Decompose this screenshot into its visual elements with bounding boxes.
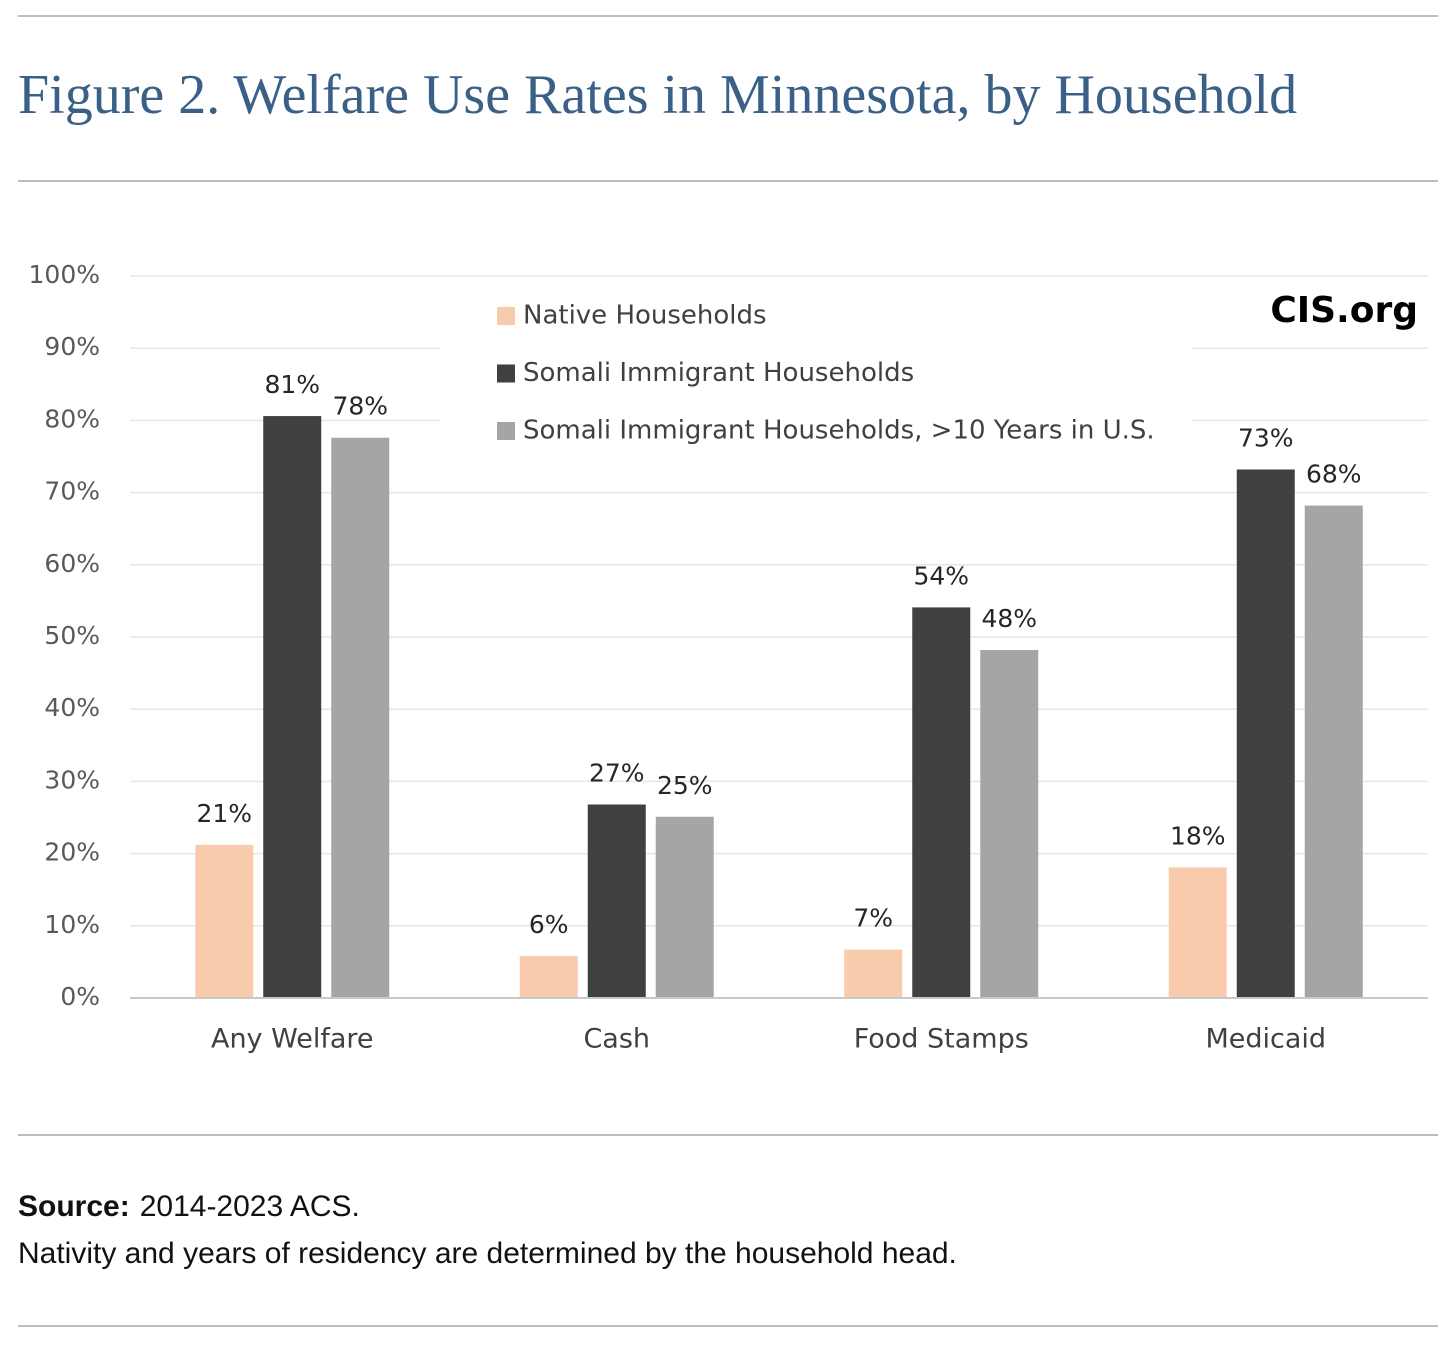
legend-label: Somali Immigrant Households bbox=[523, 358, 914, 388]
value-label: 18% bbox=[1170, 821, 1226, 850]
source-label: Source: bbox=[18, 1190, 130, 1223]
note: Nativity and years of residency are dete… bbox=[18, 1237, 957, 1270]
y-tick-label: 60% bbox=[44, 549, 100, 578]
value-label: 73% bbox=[1238, 423, 1294, 452]
legend-label: Native Households bbox=[523, 301, 767, 331]
legend-label: Somali Immigrant Households, >10 Years i… bbox=[523, 416, 1155, 446]
value-label: 7% bbox=[853, 904, 893, 933]
x-tick-label: Any Welfare bbox=[211, 1024, 374, 1055]
value-label: 48% bbox=[981, 604, 1037, 633]
value-label: 25% bbox=[657, 771, 713, 800]
value-label: 6% bbox=[529, 910, 569, 939]
y-tick-label: 50% bbox=[44, 621, 100, 650]
value-label: 68% bbox=[1306, 460, 1362, 489]
y-tick-label: 40% bbox=[44, 693, 100, 722]
source: Source: 2014-2023 ACS. bbox=[18, 1190, 360, 1223]
value-label: 54% bbox=[913, 561, 969, 590]
bar bbox=[195, 844, 254, 998]
bar bbox=[1304, 505, 1363, 998]
bar bbox=[331, 437, 390, 998]
bar bbox=[1236, 469, 1295, 999]
source-text: 2014-2023 ACS. bbox=[140, 1190, 360, 1223]
bar bbox=[519, 956, 578, 998]
plot: 0% 10% 20% 30% 40% 50% 60% 70% 80% 90% 100% CIS.org… bbox=[29, 260, 1428, 1055]
value-label: 27% bbox=[589, 759, 645, 788]
bar bbox=[912, 607, 971, 998]
y-tick-label: 30% bbox=[44, 765, 100, 794]
legend-background bbox=[440, 290, 1192, 455]
chart-title: Figure 2. Welfare Use Rates in Minnesota… bbox=[18, 64, 1297, 126]
y-tick-label: 90% bbox=[44, 332, 100, 361]
bar bbox=[1168, 867, 1227, 998]
bar bbox=[980, 649, 1039, 998]
x-tick-label: Food Stamps bbox=[854, 1024, 1029, 1055]
y-tick-label: 20% bbox=[44, 838, 100, 867]
legend-swatch bbox=[497, 307, 515, 325]
value-label: 78% bbox=[332, 392, 388, 421]
watermark: CIS.org bbox=[1270, 290, 1418, 331]
legend-swatch bbox=[497, 422, 515, 440]
y-tick-label: 0% bbox=[60, 982, 100, 1011]
bar bbox=[587, 804, 646, 998]
y-tick-label: 80% bbox=[44, 404, 100, 433]
bar bbox=[655, 816, 714, 998]
value-label: 21% bbox=[196, 799, 252, 828]
value-label: 81% bbox=[264, 370, 320, 399]
y-tick-label: 10% bbox=[44, 910, 100, 939]
bar bbox=[263, 416, 322, 998]
y-tick-label: 100% bbox=[29, 260, 100, 289]
y-tick-label: 70% bbox=[44, 477, 100, 506]
bar bbox=[844, 949, 903, 998]
x-tick-label: Medicaid bbox=[1205, 1024, 1326, 1055]
legend-swatch bbox=[497, 364, 515, 383]
x-tick-label: Cash bbox=[583, 1024, 650, 1055]
